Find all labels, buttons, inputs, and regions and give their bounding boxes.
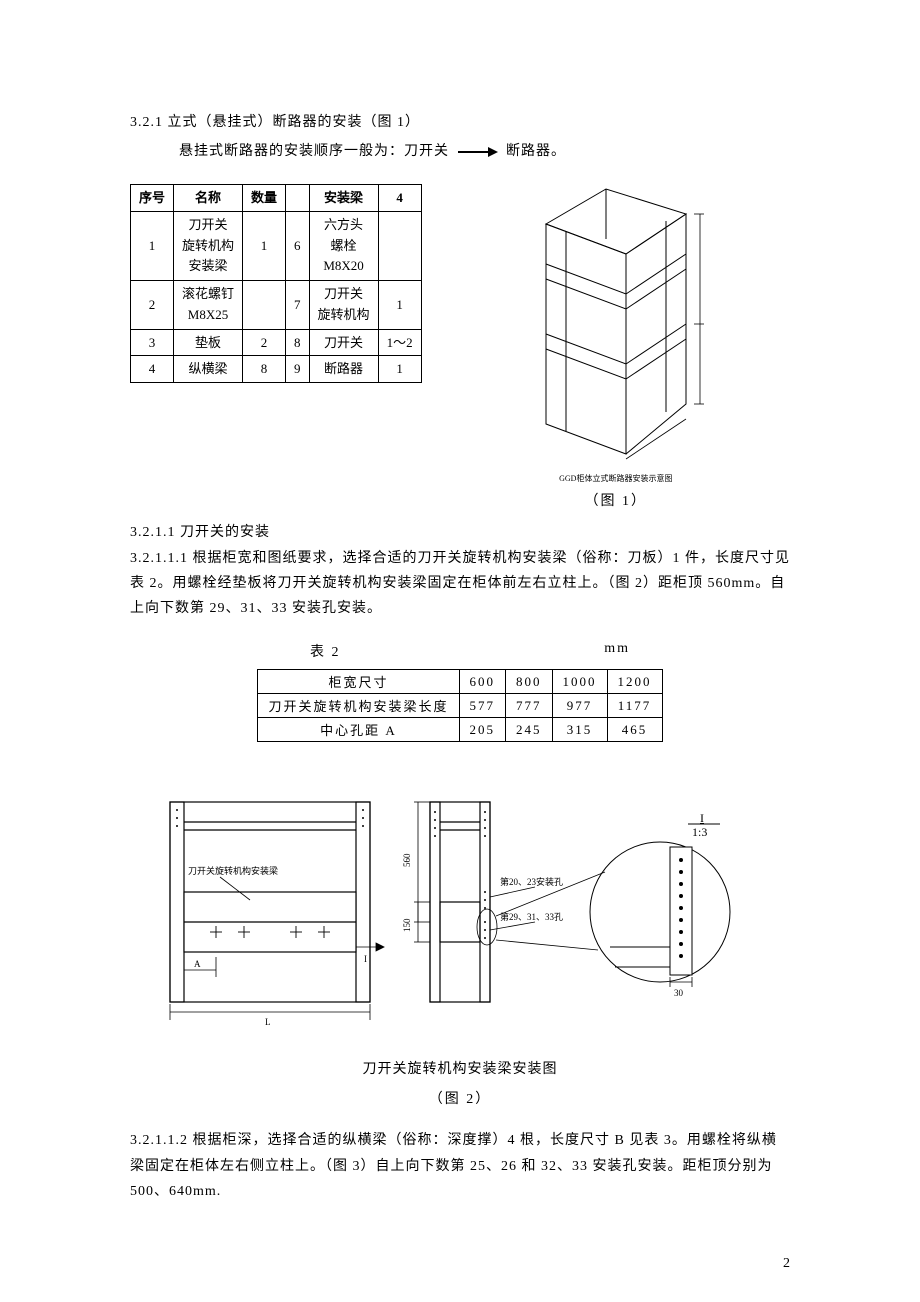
table2-header: 表 2 mm [220, 641, 700, 661]
table-row: 2 滚花螺钉 M8X25 7 刀开关 旋转机构 1 [131, 281, 422, 330]
table-row: 中心孔距 A 205 245 315 465 [258, 718, 662, 742]
heading-3211: 3.2.1.1 刀开关的安装 [130, 520, 790, 545]
figure-1-svg [516, 184, 716, 464]
table-row: 序号 名称 数量 安装梁 4 [131, 185, 422, 212]
svg-text:1:3: 1:3 [692, 825, 707, 839]
t2-unit: mm [604, 641, 700, 661]
fig2-dim-a: A [194, 959, 201, 969]
para-32111: 3.2.1.1.1 根据柜宽和图纸要求，选择合适的刀开关旋转机构安装梁（俗称：刀… [130, 546, 790, 622]
bom-h4 [286, 185, 310, 212]
fig2-title: 刀开关旋转机构安装梁安装图 [130, 1057, 790, 1082]
table-row: 3 垫板 2 8 刀开关 1～2 [131, 329, 422, 356]
fig1-caption: （图 1） [442, 490, 790, 510]
table-row: 柜宽尺寸 600 800 1000 1200 [258, 670, 662, 694]
svg-text:I: I [364, 954, 367, 964]
figure-2-svg: 刀开关旋转机构安装梁 A L I [140, 782, 780, 1042]
bom-table: 序号 名称 数量 安装梁 4 1 刀开关 旋转机构 安装梁 1 6 六方头 螺栓… [130, 184, 422, 382]
fig1-subcaption: GGD柜体立式断路器安装示意图 [442, 473, 790, 484]
para-32112: 3.2.1.1.2 根据柜深，选择合适的纵横梁（俗称：深度撑）4 根，长度尺寸 … [130, 1128, 790, 1204]
seq-pre: 悬挂式断路器的安装顺序一般为：刀开关 [179, 144, 449, 159]
svg-text:I: I [700, 811, 704, 825]
fig2-beam-label: 刀开关旋转机构安装梁 [188, 865, 278, 876]
page-number: 2 [783, 1256, 790, 1272]
bom-h6: 4 [378, 185, 421, 212]
fig2-callout-2: 第29、31、33孔 [500, 911, 563, 922]
table-row: 1 刀开关 旋转机构 安装梁 1 6 六方头 螺栓 M8X20 [131, 211, 422, 280]
bom-h3: 数量 [243, 185, 286, 212]
bom-h2: 名称 [174, 185, 243, 212]
heading-321: 3.2.1 立式（悬挂式）断路器的安装（图 1） [130, 110, 790, 135]
fig2-dim-30: 30 [674, 988, 684, 998]
fig2-caption: （图 2） [130, 1088, 790, 1108]
fig2-callout-1: 第20、23安装孔 [500, 876, 563, 887]
table-row: 刀开关旋转机构安装梁长度 577 777 977 1177 [258, 694, 662, 718]
bom-h1: 序号 [131, 185, 174, 212]
table-row: 4 纵横梁 8 9 断路器 1 [131, 356, 422, 383]
heading-321-sub: 悬挂式断路器的安装顺序一般为：刀开关 断路器。 [130, 139, 790, 164]
seq-post: 断路器。 [506, 144, 566, 159]
fig2-dim-150: 150 [402, 918, 412, 932]
fig2-dim-l: L [265, 1017, 271, 1027]
arrow-icon [458, 147, 498, 157]
bom-h5: 安装梁 [309, 185, 378, 212]
table-2: 柜宽尺寸 600 800 1000 1200 刀开关旋转机构安装梁长度 577 … [257, 669, 662, 742]
fig2-dim-560: 560 [402, 853, 412, 867]
t2-title: 表 2 [220, 641, 341, 661]
